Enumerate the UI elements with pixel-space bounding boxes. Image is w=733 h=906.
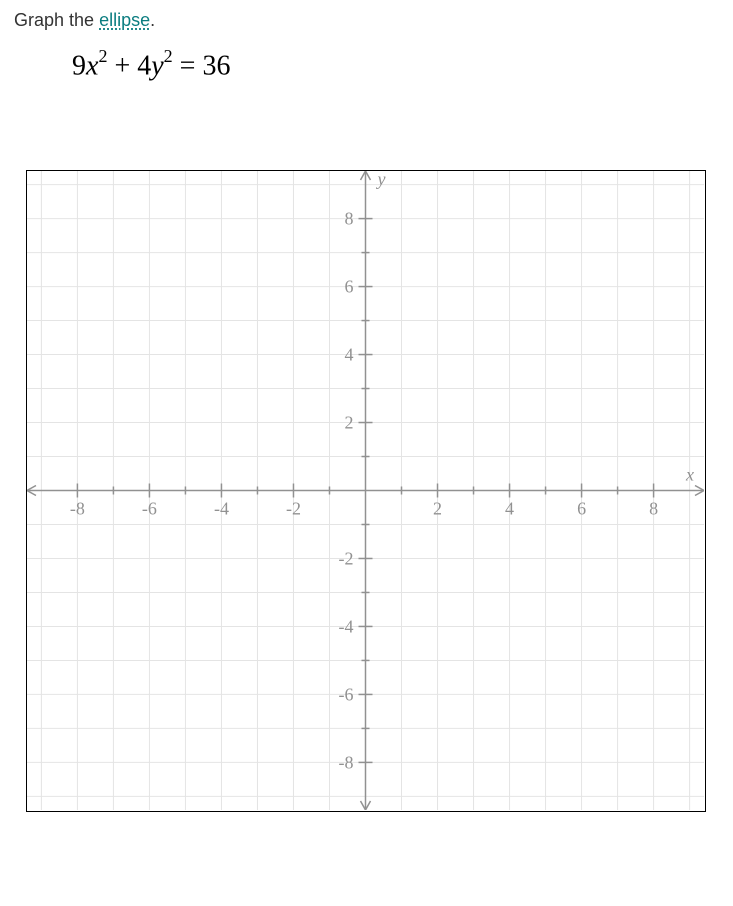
- svg-text:2: 2: [345, 413, 354, 433]
- svg-text:8: 8: [345, 209, 354, 229]
- svg-text:4: 4: [505, 499, 514, 519]
- question-prompt: Graph the ellipse.: [14, 10, 719, 31]
- ellipse-link[interactable]: ellipse: [99, 10, 150, 30]
- prompt-after: .: [150, 10, 155, 30]
- svg-text:-2: -2: [286, 499, 301, 519]
- equation: 9x2 + 4y2 = 36: [72, 49, 719, 80]
- svg-text:2: 2: [433, 499, 442, 519]
- svg-text:-4: -4: [214, 499, 229, 519]
- svg-text:-6: -6: [339, 685, 354, 705]
- svg-text:-2: -2: [339, 549, 354, 569]
- svg-text:6: 6: [345, 277, 354, 297]
- svg-text:-8: -8: [339, 753, 354, 773]
- svg-text:-6: -6: [142, 499, 157, 519]
- svg-text:8: 8: [649, 499, 658, 519]
- svg-text:y: y: [376, 171, 386, 189]
- coordinate-grid[interactable]: -8 -6 -4 -2 2 4 6 8 8 6 4 2 -2 -4 -6 -8 y x: [26, 170, 706, 812]
- svg-text:-4: -4: [339, 617, 354, 637]
- svg-text:-8: -8: [70, 499, 85, 519]
- svg-text:6: 6: [577, 499, 586, 519]
- grid-svg: -8 -6 -4 -2 2 4 6 8 8 6 4 2 -2 -4 -6 -8 y x: [27, 171, 704, 810]
- svg-text:x: x: [685, 465, 694, 485]
- prompt-before: Graph the: [14, 10, 99, 30]
- svg-text:4: 4: [345, 345, 354, 365]
